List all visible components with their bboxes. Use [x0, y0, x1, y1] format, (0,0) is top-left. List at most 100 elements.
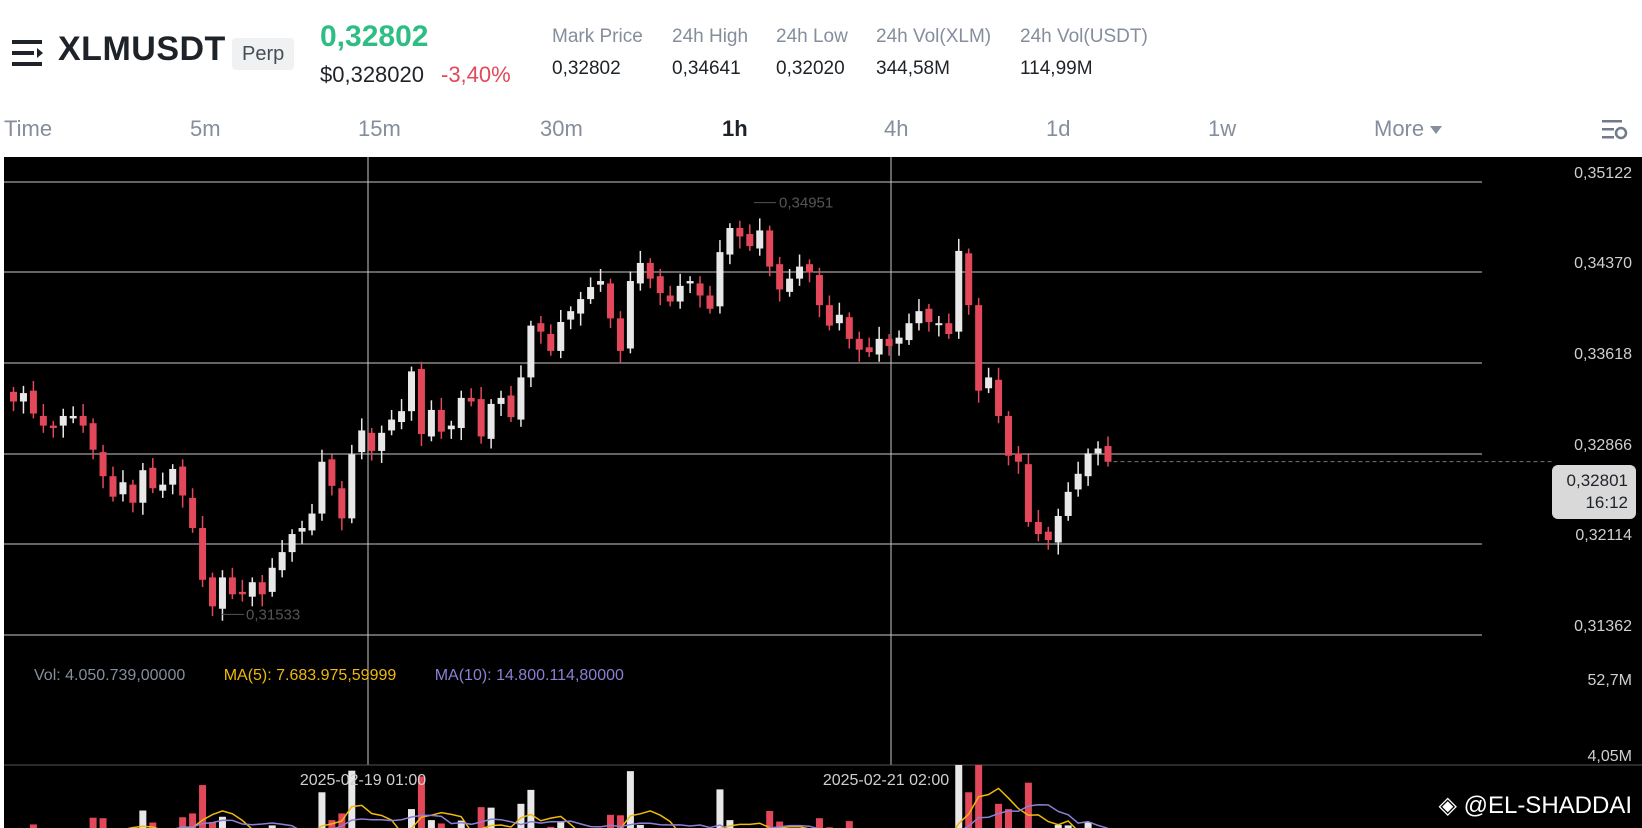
candle-body: [19, 393, 27, 402]
candle-body: [388, 419, 396, 431]
volume-bar: [1064, 825, 1072, 828]
stat-label: 24h Low: [776, 26, 848, 47]
candle-body: [975, 305, 983, 391]
candle-body: [1074, 473, 1082, 490]
candle-body: [875, 338, 883, 355]
stat-label: Mark Price: [552, 26, 643, 47]
candle-body: [437, 409, 445, 432]
candle-body: [965, 253, 973, 306]
candle-body: [815, 275, 823, 306]
candle-body: [99, 452, 107, 477]
stat-label: 24h Vol(XLM): [876, 26, 992, 47]
volume-bar: [776, 821, 784, 828]
time-axis-label: 2025-02-19 01:00: [300, 772, 426, 789]
candle-body: [905, 323, 913, 341]
candle-body: [865, 347, 873, 353]
candle-body: [1044, 531, 1052, 541]
chart-settings-icon[interactable]: [1602, 118, 1628, 142]
candle-body: [845, 317, 853, 339]
tab-4h[interactable]: 4h: [884, 116, 909, 141]
candle-body: [49, 425, 57, 429]
volume-bar: [487, 807, 495, 828]
volume-bar: [139, 810, 147, 828]
symbol-name[interactable]: XLMUSDT: [58, 30, 226, 68]
candle-body: [567, 311, 575, 320]
tab-more-label: More: [1374, 116, 1425, 141]
volume-bar: [268, 825, 276, 828]
interval-tabs: Time 5m 15m 30m 1h 4h 1d 1w More: [0, 108, 1642, 152]
price-axis-label: 0,31362: [1574, 618, 1632, 635]
candle-body: [189, 497, 197, 529]
candle-body: [59, 415, 67, 426]
tab-1d[interactable]: 1d: [1046, 116, 1071, 141]
volume-bar: [437, 823, 445, 828]
tab-30m[interactable]: 30m: [540, 116, 583, 141]
stat-value: 0,32020: [776, 58, 845, 79]
candle-body: [766, 230, 774, 267]
candle-body: [318, 461, 326, 514]
candle-body: [597, 281, 605, 285]
candle-body: [1034, 521, 1042, 535]
volume-bar: [179, 817, 187, 828]
volume-bar: [29, 824, 37, 828]
candle-body: [616, 318, 624, 351]
candle-body: [417, 368, 425, 435]
candle-body: [985, 377, 993, 389]
candle-body: [159, 484, 167, 491]
candle-body: [915, 311, 923, 324]
volume-bar: [427, 820, 435, 828]
stat-value: 0,34641: [672, 58, 741, 79]
volume-bar: [636, 824, 644, 828]
diamond-logo-icon: ◈: [1438, 792, 1457, 819]
candle-body: [139, 470, 147, 503]
volume-bar: [199, 785, 207, 828]
stat-value: 0,32802: [552, 58, 621, 79]
candle-body: [756, 230, 764, 249]
tab-15m[interactable]: 15m: [358, 116, 401, 141]
candlestick-chart[interactable]: 0,35122 0,34370 0,33618 0,32866 0,32114 0,313…: [4, 157, 1642, 828]
volume-bar: [408, 809, 415, 828]
candle-body: [298, 528, 306, 532]
tab-time[interactable]: Time: [4, 116, 53, 141]
candle-body: [557, 321, 565, 351]
candle-body: [746, 234, 754, 247]
candle-body: [209, 577, 216, 607]
candle-body: [477, 399, 485, 437]
candle-body: [1014, 453, 1022, 462]
candle-body: [179, 466, 187, 496]
tab-1w[interactable]: 1w: [1208, 116, 1237, 141]
caret-down-icon: [1430, 126, 1443, 135]
candle-body: [656, 276, 664, 294]
chart-canvas[interactable]: 0,35122 0,34370 0,33618 0,32866 0,32114 0,313…: [4, 157, 1642, 828]
candle-body: [328, 459, 336, 486]
candle-body: [238, 591, 246, 595]
stat-label: 24h Vol(USDT): [1020, 26, 1148, 47]
price-axis-label: 0,32114: [1575, 527, 1632, 544]
candle-body: [517, 377, 525, 420]
candle-body: [1054, 515, 1062, 543]
candle-body: [716, 252, 724, 307]
tab-1h[interactable]: 1h: [722, 116, 748, 141]
candle-body: [358, 430, 366, 453]
volume-bar: [845, 821, 853, 828]
candle-body: [427, 409, 435, 437]
volume-bar: [616, 815, 624, 828]
candle-body: [1024, 464, 1032, 522]
volume-bar: [726, 820, 734, 828]
tab-5m[interactable]: 5m: [190, 116, 221, 141]
menu-icon[interactable]: [12, 38, 44, 68]
candle-body: [467, 397, 475, 402]
tab-more[interactable]: More: [1374, 116, 1443, 142]
candle-body: [925, 308, 933, 322]
volume-bar: [607, 814, 614, 828]
candle-body: [218, 577, 226, 609]
candle-body: [228, 577, 236, 595]
time-axis-label: 2025-02-21 02:00: [823, 772, 949, 789]
candle-body: [786, 278, 794, 292]
volume-axis-label: 4,05M: [1588, 748, 1632, 765]
volume-bar: [716, 789, 724, 828]
candle-body: [1005, 415, 1012, 456]
current-price-value: 0,32801: [1566, 471, 1628, 490]
usd-price: $0,328020: [320, 62, 424, 87]
candle-body: [995, 379, 1003, 416]
